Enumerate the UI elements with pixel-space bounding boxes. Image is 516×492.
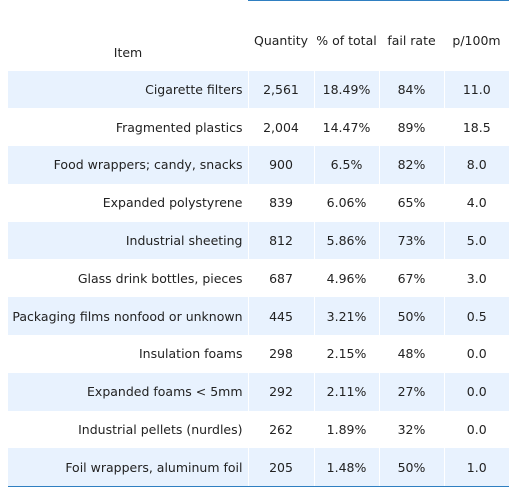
cell-pct-total: 4.96%	[313, 259, 379, 298]
table-body: Cigarette filters 2,561 18.49% 84% 11.0 Fragm…	[8, 70, 509, 487]
cell-quantity: 839	[247, 183, 314, 222]
table-row: Industrial sheeting 812 5.86% 73% 5.0	[8, 221, 509, 260]
cell-item: Industrial sheeting	[8, 221, 248, 260]
cell-fail-rate: 82%	[378, 146, 444, 184]
cell-item: Industrial pellets (nurdles)	[78, 422, 243, 438]
cell-fail-rate: 32%	[378, 410, 444, 449]
column-header-item: Item	[113, 44, 143, 60]
header-row: Item Quantity % of total fail rate p/100…	[8, 0, 509, 71]
cell-pct-total: 1.89%	[313, 410, 379, 449]
cell-pct-total: 3.21%	[313, 297, 379, 336]
cell-item: Expanded polystyrene	[102, 195, 243, 211]
cell-item: Foil wrappers, aluminum foil	[8, 448, 248, 487]
cell-quantity: 445	[247, 297, 314, 336]
table-row: Expanded polystyrene 839 6.06% 65% 4.0	[8, 183, 509, 222]
cell-quantity: 900	[247, 146, 314, 184]
cell-pct-total: 1.48%	[313, 448, 379, 487]
cell-fail-rate: 27%	[378, 372, 444, 411]
cell-p100m: 3.0	[443, 259, 509, 298]
cell-pct-total: 6.5%	[313, 146, 379, 184]
litter-table-container: Item Quantity % of total fail rate p/100…	[8, 0, 509, 487]
cell-fail-rate: 50%	[378, 297, 444, 336]
cell-item: Cigarette filters	[8, 70, 248, 109]
table-row: Industrial pellets (nurdles) 262 1.89% 32% 0…	[8, 410, 509, 449]
cell-item: Fragmented plastics	[115, 119, 243, 135]
cell-item: Food wrappers; candy, snacks	[8, 146, 248, 184]
table-row: Food wrappers; candy, snacks 900 6.5% 82% 8.…	[8, 146, 509, 184]
column-header-quantity: Quantity	[248, 0, 314, 71]
cell-p100m: 5.0	[443, 221, 509, 260]
table-row: Glass drink bottles, pieces 687 4.96% 67% 3.…	[8, 259, 509, 298]
cell-quantity: 205	[247, 448, 314, 487]
cell-quantity: 2,004	[247, 108, 314, 147]
cell-pct-total: 2.11%	[313, 372, 379, 411]
cell-fail-rate: 73%	[378, 221, 444, 260]
cell-p100m: 11.0	[443, 70, 509, 109]
cell-pct-total: 6.06%	[313, 183, 379, 222]
cell-p100m: 0.0	[443, 335, 509, 373]
cell-pct-total: 14.47%	[313, 108, 379, 147]
cell-fail-rate: 48%	[378, 335, 444, 373]
cell-quantity: 292	[247, 372, 314, 411]
cell-quantity: 298	[247, 335, 314, 373]
litter-summary-table: Item Quantity % of total fail rate p/100…	[8, 0, 509, 487]
cell-item: Packaging films nonfood or unknown	[8, 297, 248, 336]
cell-p100m: 8.0	[443, 146, 509, 184]
cell-quantity: 2,561	[247, 70, 314, 109]
table-header: Item Quantity % of total fail rate p/100…	[8, 0, 509, 71]
cell-item: Glass drink bottles, pieces	[77, 270, 243, 286]
cell-pct-total: 2.15%	[313, 335, 379, 373]
table-row: Packaging films nonfood or unknown 445 3.2…	[8, 297, 509, 336]
cell-quantity: 812	[247, 221, 314, 260]
cell-p100m: 4.0	[443, 183, 509, 222]
cell-fail-rate: 50%	[378, 448, 444, 487]
cell-item: Insulation foams	[139, 346, 243, 362]
cell-item: Expanded foams < 5mm	[8, 372, 248, 411]
table-row: Cigarette filters 2,561 18.49% 84% 11.0	[8, 70, 509, 109]
table-row: Expanded foams < 5mm 292 2.11% 27% 0.0	[8, 372, 509, 411]
cell-p100m: 0.0	[443, 410, 509, 449]
table-row: Insulation foams 298 2.15% 48% 0.0	[8, 335, 509, 373]
column-header-fail-rate: fail rate	[379, 0, 444, 71]
table-row: Fragmented plastics 2,004 14.47% 89% 18.5	[8, 108, 509, 147]
cell-p100m: 1.0	[443, 448, 509, 487]
cell-quantity: 262	[247, 410, 314, 449]
cell-pct-total: 18.49%	[313, 70, 379, 109]
column-header-p100m: p/100m	[444, 0, 509, 71]
cell-fail-rate: 67%	[378, 259, 444, 298]
cell-p100m: 0.0	[443, 372, 509, 411]
cell-p100m: 0.5	[443, 297, 509, 336]
cell-p100m: 18.5	[443, 108, 509, 147]
cell-fail-rate: 89%	[378, 108, 444, 147]
cell-fail-rate: 65%	[378, 183, 444, 222]
cell-quantity: 687	[247, 259, 314, 298]
cell-fail-rate: 84%	[378, 70, 444, 109]
column-header-pct-total: % of total	[314, 0, 379, 71]
cell-pct-total: 5.86%	[313, 221, 379, 260]
table-row: Foil wrappers, aluminum foil 205 1.48% 50% 1…	[8, 448, 509, 487]
